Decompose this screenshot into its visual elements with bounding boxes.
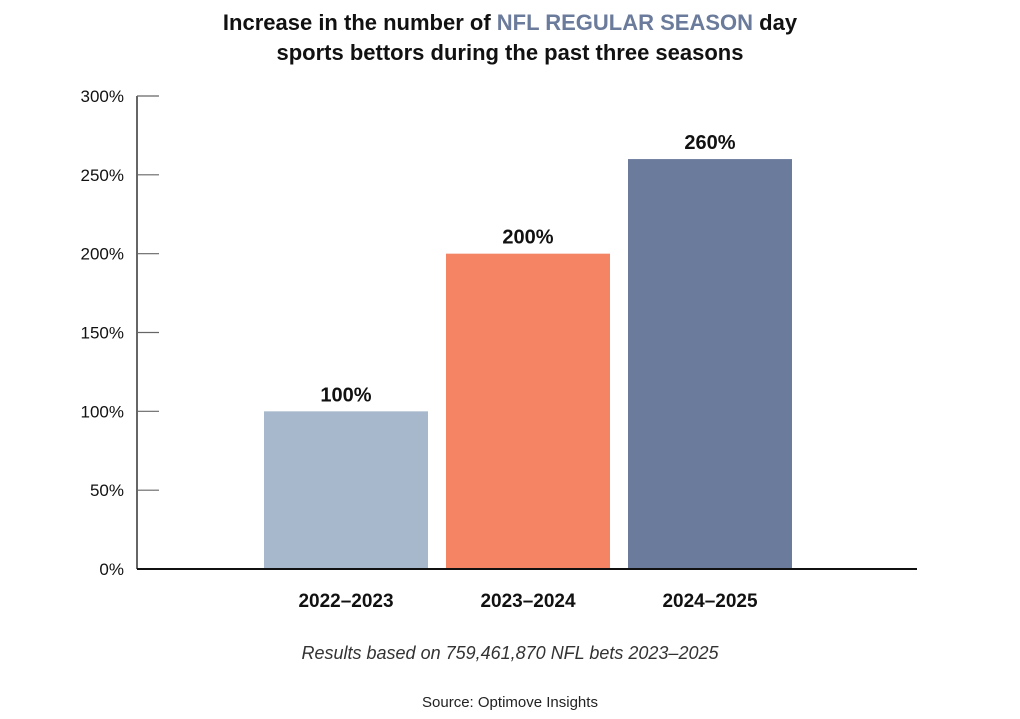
bar [628,159,792,569]
y-tick-label: 250% [81,166,124,185]
x-tick-label: 2024–2025 [662,591,758,612]
x-axis: 2022–2023 2023–2024 2024–2025 [137,569,917,612]
y-axis: 0% 50% 100% 150% 200% 250% 300% [81,87,159,579]
y-tick-label: 50% [90,481,124,500]
bar-value-label: 100% [320,384,371,406]
source-credit: Source: Optimove Insights [0,694,1020,711]
bars: 100% 200% 260% [264,132,792,569]
y-tick-label: 300% [81,87,124,106]
y-tick-label: 100% [81,402,124,421]
bar [264,411,428,569]
footnote: Results based on 759,461,870 NFL bets 20… [0,643,1020,664]
y-tick-label: 200% [81,245,124,264]
bar-value-label: 200% [502,227,553,249]
bar [446,254,610,569]
x-tick-label: 2022–2023 [298,591,393,612]
y-tick-label: 0% [99,560,124,579]
bar-value-label: 260% [684,132,735,154]
bar-chart: 0% 50% 100% 150% 200% 250% 300% 100% 200% 260% 2… [0,0,1020,719]
y-tick-label: 150% [81,324,124,343]
x-tick-label: 2023–2024 [480,591,576,612]
